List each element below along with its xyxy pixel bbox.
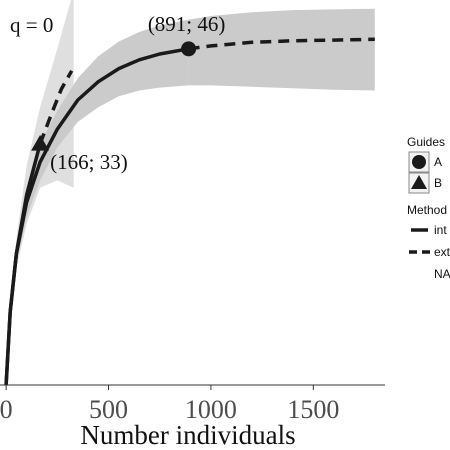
legend-key-triangle-icon [411, 175, 427, 189]
legend-key-circle-icon [412, 155, 426, 169]
legend-method-label-int: int [434, 223, 447, 237]
x-axis: 0 500 1000 1500 [0, 384, 385, 424]
x-tick-label: 500 [89, 395, 128, 424]
x-tick-label: 1500 [287, 395, 339, 424]
series-line-b-int [4, 143, 42, 386]
reference-point-label-b: (166; 33) [50, 150, 128, 174]
legend-guide-label-a: A [434, 155, 442, 169]
x-tick-label: 0 [0, 395, 13, 424]
legend-method-label-na: NA [434, 267, 450, 281]
legend-method-title: Method [407, 203, 447, 217]
legend-guide-label-b: B [434, 176, 442, 190]
reference-point-b [31, 134, 50, 151]
legend: Guides AB Method int ext NA [407, 135, 450, 281]
chart-title: q = 0 [10, 13, 53, 37]
x-axis-title: Number individuals [80, 420, 295, 450]
plot-area: (891; 46) (166; 33) [4, 0, 375, 386]
reference-point-a [181, 41, 197, 57]
legend-method-label-ext: ext [434, 245, 450, 259]
x-tick-label: 1000 [185, 395, 237, 424]
reference-point-label-a: (891; 46) [148, 12, 226, 36]
legend-guides-title: Guides [407, 135, 445, 149]
confidence-band-a-int [6, 19, 189, 385]
confidence-band-b-int [6, 0, 74, 385]
confidence-band-a-ext [188, 8, 375, 91]
series-line-b-ext [38, 69, 74, 145]
series-line-a-ext [188, 37, 375, 51]
